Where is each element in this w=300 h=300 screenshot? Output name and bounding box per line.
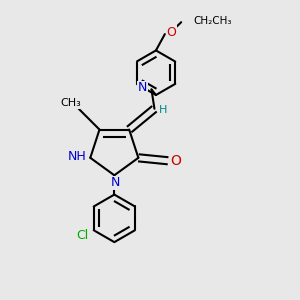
Text: Cl: Cl xyxy=(76,229,88,242)
Text: O: O xyxy=(167,26,176,39)
Text: CH₂CH₃: CH₂CH₃ xyxy=(193,16,232,26)
Text: N: N xyxy=(138,81,147,94)
Text: O: O xyxy=(170,154,181,168)
Text: CH₃: CH₃ xyxy=(61,98,82,108)
Text: NH: NH xyxy=(68,150,86,163)
Text: N: N xyxy=(111,176,121,189)
Text: H: H xyxy=(159,105,167,115)
